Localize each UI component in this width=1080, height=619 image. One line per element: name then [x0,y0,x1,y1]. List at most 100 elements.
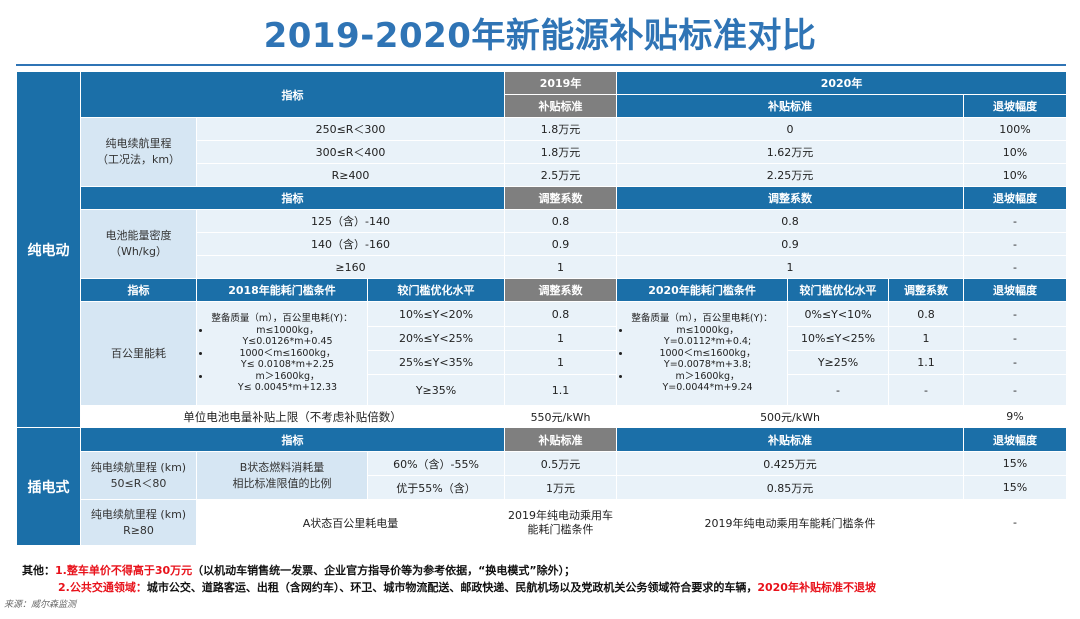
a-state-2019: 2019年纯电动乘用车 能耗门槛条件 [504,499,618,546]
range-value: 300≤R＜400 [195,140,506,164]
range-value: R≥400 [195,163,506,187]
cap-decline: 9% [963,405,1068,428]
header-year-2019: 2019年 [504,71,618,95]
optimization-2020: Y≥25% [787,350,890,375]
header-optimization-2019: 较门槛优化水平 [366,278,506,302]
condition-2018: 整备质量（m），百公里电耗(Y)： m≤1000kg， Y≤0.0126*m+0… [196,301,368,406]
decline-value: - [963,350,1068,375]
subsidy-comparison-table: 纯电动 指标 2019年 2020年 补贴标准 补贴标准 退坡幅度 纯电续航里程… [16,71,1068,546]
optimization-2019: 10%≤Y<20% [366,301,506,327]
decline-value: - [963,326,1068,351]
category-bev: 纯电动 [16,71,81,428]
header-indicator: 指标 [79,71,506,118]
header-indicator: 指标 [79,186,506,210]
header-decline: 退坡幅度 [963,94,1068,118]
header-subsidy-2020: 补贴标准 [616,94,965,118]
fuel-ratio-label: B状态燃料消耗量 相比标准限值的比例 [196,451,368,500]
density-range: 140（含）-160 [195,232,506,256]
subsidy-2020: 2.25万元 [616,163,965,187]
header-coef-2020: 调整系数 [616,186,965,210]
coef-2019: 0.8 [504,301,618,327]
fuel-ratio-value: 60%（含）-55% [366,451,506,476]
table-row: ≥160 1 1 - [17,255,1068,279]
subsidy-2019: 1.8万元 [504,140,618,164]
coef-2019: 0.8 [504,209,618,233]
condition-2020: 整备质量（m），百公里电耗(Y)： m≤1000kg， Y=0.0112*m+0… [616,301,789,406]
table-row: R≥400 2.5万元 2.25万元 10% [17,163,1068,187]
decline-value: 15% [963,451,1068,476]
fuel-ratio-value: 优于55%（含） [366,475,506,500]
decline-value: - [963,301,1068,327]
decline-value: 15% [963,475,1068,500]
footnote-line-2: 2.公共交通领域：城市公交、道路客运、出租（含网约车）、环卫、城市物流配送、邮政… [58,581,876,594]
header-decline: 退坡幅度 [963,186,1068,210]
coef-2020: 0.8 [888,301,965,327]
table-row: 插电式 指标 补贴标准 补贴标准 退坡幅度 [16,427,1068,546]
table-row: 纯电续航里程 （工况法，km） 250≤R＜300 1.8万元 0 100% [17,117,1068,187]
optimization-2019: 25%≤Y<35% [366,350,506,375]
subsidy-2020: 0 [616,117,965,141]
subsidy-2019: 2.5万元 [504,163,618,187]
coef-2019: 1 [504,326,618,351]
header-2018-condition: 2018年能耗门槛条件 [196,278,368,302]
cap-2019: 550元/kWh [504,405,618,428]
optimization-2019: Y≥35% [366,374,506,406]
optimization-2020: - [787,374,890,406]
subsidy-2019: 1.8万元 [504,117,618,141]
subsidy-2020: 0.85万元 [616,475,965,500]
density-label: 电池能量密度 （Wh/kg） [80,209,197,279]
decline-value: - [963,255,1068,279]
header-2020-condition: 2020年能耗门槛条件 [616,278,789,302]
decline-value: 100% [963,117,1068,141]
density-range: 125（含）-140 [195,209,506,233]
coef-2020: - [888,374,965,406]
coef-2020: 0.9 [616,232,965,256]
page-title: 2019-2020年新能源补贴标准对比 [263,16,817,56]
table-row: 140（含）-160 0.9 0.9 - [17,232,1068,256]
coef-2019: 1.1 [504,374,618,406]
a-state-2020: 2019年纯电动乘用车能耗门槛条件 [616,499,965,546]
coef-2020: 1 [888,326,965,351]
table-row: 单位电池电量补贴上限（不考虑补贴倍数） 550元/kWh 500元/kWh 9% [17,405,1068,428]
phev-range-label: 纯电续航里程 (km) R≥80 [80,499,197,546]
range-label: 纯电续航里程 （工况法，km） [80,117,197,187]
header-decline: 退坡幅度 [963,278,1068,302]
optimization-2019: 20%≤Y<25% [366,326,506,351]
table-row: 电池能量密度 （Wh/kg） 125（含）-140 0.8 0.8 - [17,209,1068,279]
energy-label: 百公里能耗 [80,301,197,406]
table-row: 百公里能耗 整备质量（m），百公里电耗(Y)： m≤1000kg， Y≤0.01… [17,301,1068,406]
table-row: 纯电续航里程 (km) 50≤R＜80 B状态燃料消耗量 相比标准限值的比例 6… [17,451,1068,500]
range-value: 250≤R＜300 [195,117,506,141]
header-optimization-2020: 较门槛优化水平 [787,278,890,302]
subsidy-2020: 1.62万元 [616,140,965,164]
coef-2020: 1.1 [888,350,965,375]
subsidy-2019: 1万元 [504,475,618,500]
optimization-2020: 10%≤Y<25% [787,326,890,351]
header-subsidy-2019: 补贴标准 [504,427,618,452]
optimization-2020: 0%≤Y<10% [787,301,890,327]
source-note: 来源：威尔森监测 [4,600,77,610]
phev-range-label: 纯电续航里程 (km) 50≤R＜80 [80,451,197,500]
density-range: ≥160 [195,255,506,279]
cap-2020: 500元/kWh [616,405,965,428]
table-row: 纯电续航里程 (km) R≥80 A状态百公里耗电量 2019年纯电动乘用车 能… [17,499,1068,546]
table-row: 纯电动 指标 2019年 2020年 [16,71,1068,428]
subsidy-2019: 0.5万元 [504,451,618,476]
a-state-decline: - [963,499,1068,546]
header-year-2020: 2020年 [616,71,1068,95]
header-coef-2019: 调整系数 [504,278,618,302]
coef-2019: 1 [504,350,618,375]
subsidy-2020: 0.425万元 [616,451,965,476]
coef-2020: 0.8 [616,209,965,233]
a-state-label: A状态百公里耗电量 [195,499,506,546]
cap-label: 单位电池电量补贴上限（不考虑补贴倍数） [79,405,506,428]
decline-value: - [963,232,1068,256]
table-row: 25%≤Y<35% 1 Y≥25% 1.1 - [17,350,1068,375]
header-subsidy-2020: 补贴标准 [616,427,965,452]
header-indicator: 指标 [80,278,197,302]
coef-2020: 1 [616,255,965,279]
category-phev: 插电式 [16,427,81,546]
footnote-line-1: 其他：1.整车单价不得高于30万元（以机动车销售统一发票、企业官方指导价等为参考… [22,564,576,577]
coef-2019: 0.9 [504,232,618,256]
decline-value: 10% [963,140,1068,164]
